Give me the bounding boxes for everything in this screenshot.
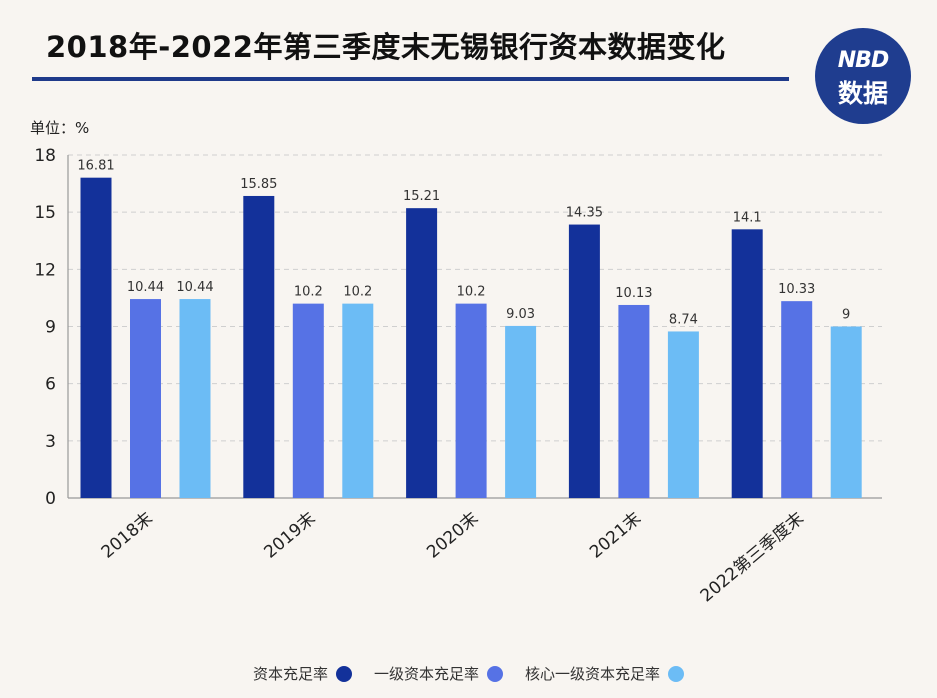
data-label: 9 bbox=[842, 308, 850, 323]
chart-title: 2018年-2022年第三季度末无锡银行资本数据变化 bbox=[46, 30, 726, 64]
logo-text-bottom: 数据 bbox=[837, 79, 888, 108]
bar-capital-ratio bbox=[406, 208, 438, 499]
y-tick-label: 6 bbox=[45, 375, 56, 395]
bar-capital-ratio bbox=[80, 177, 112, 498]
x-tick-label: 2018末 bbox=[98, 509, 157, 563]
data-label: 8.74 bbox=[669, 312, 698, 327]
bar-tier1-ratio bbox=[781, 301, 813, 498]
data-label: 14.1 bbox=[733, 210, 762, 225]
title-underline bbox=[32, 77, 789, 81]
legend-swatch bbox=[335, 665, 352, 682]
legend-swatch bbox=[668, 665, 685, 682]
legend-item: 一级资本充足率 bbox=[374, 663, 503, 684]
nbd-data-logo: NBD 数据 bbox=[815, 28, 911, 124]
bar-cet1-ratio bbox=[179, 299, 211, 498]
data-label: 15.85 bbox=[240, 177, 277, 192]
legend-item: 核心一级资本充足率 bbox=[525, 663, 685, 684]
x-tick-label: 2019末 bbox=[260, 509, 319, 563]
legend-swatch bbox=[487, 665, 503, 682]
bar-capital-ratio bbox=[731, 229, 763, 499]
data-label: 16.81 bbox=[77, 159, 114, 174]
y-tick-label: 18 bbox=[34, 146, 56, 166]
unit-label: 单位：% bbox=[30, 119, 90, 137]
legend-label: 核心一级资本充足率 bbox=[525, 665, 661, 683]
bar-tier1-ratio bbox=[455, 303, 487, 498]
data-label: 15.21 bbox=[403, 189, 440, 204]
data-label: 10.44 bbox=[127, 280, 164, 295]
bar-cet1-ratio bbox=[342, 303, 374, 498]
legend-label: 资本充足率 bbox=[252, 665, 328, 683]
bar-cet1-ratio bbox=[505, 325, 537, 498]
bar-cet1-ratio bbox=[667, 331, 699, 498]
x-tick-label: 2022第三季度末 bbox=[697, 509, 808, 607]
y-tick-label: 12 bbox=[34, 260, 56, 280]
data-label: 10.2 bbox=[343, 285, 372, 300]
y-tick-label: 0 bbox=[45, 489, 56, 509]
data-label: 10.33 bbox=[778, 282, 815, 297]
data-label: 10.2 bbox=[294, 285, 323, 300]
chart-legend: 资本充足率 一级资本充足率 核心一级资本充足率 bbox=[0, 663, 937, 684]
x-tick-label: 2020末 bbox=[423, 509, 482, 563]
data-label: 10.44 bbox=[176, 280, 213, 295]
x-tick-label: 2021末 bbox=[586, 509, 645, 563]
bar-tier1-ratio bbox=[618, 304, 650, 498]
data-label: 14.35 bbox=[566, 206, 603, 221]
bar-capital-ratio bbox=[243, 195, 275, 498]
bar-cet1-ratio bbox=[830, 326, 862, 498]
data-label: 9.03 bbox=[506, 307, 535, 322]
bar-tier1-ratio bbox=[292, 303, 324, 498]
bar-capital-ratio bbox=[568, 224, 600, 498]
y-tick-label: 9 bbox=[45, 318, 56, 338]
logo-text-top: NBD bbox=[837, 48, 889, 73]
y-tick-label: 3 bbox=[45, 432, 56, 452]
data-label: 10.13 bbox=[615, 286, 652, 301]
legend-item: 资本充足率 bbox=[253, 663, 352, 684]
y-tick-label: 15 bbox=[34, 203, 56, 223]
bar-tier1-ratio bbox=[130, 299, 161, 498]
legend-label: 一级资本充足率 bbox=[373, 665, 479, 683]
data-label: 10.2 bbox=[457, 285, 486, 300]
bar-chart: 0 3 6 9 12 15 18 16.81 10.44 10.44 2018末 15.85 10.2 1… bbox=[34, 146, 882, 607]
